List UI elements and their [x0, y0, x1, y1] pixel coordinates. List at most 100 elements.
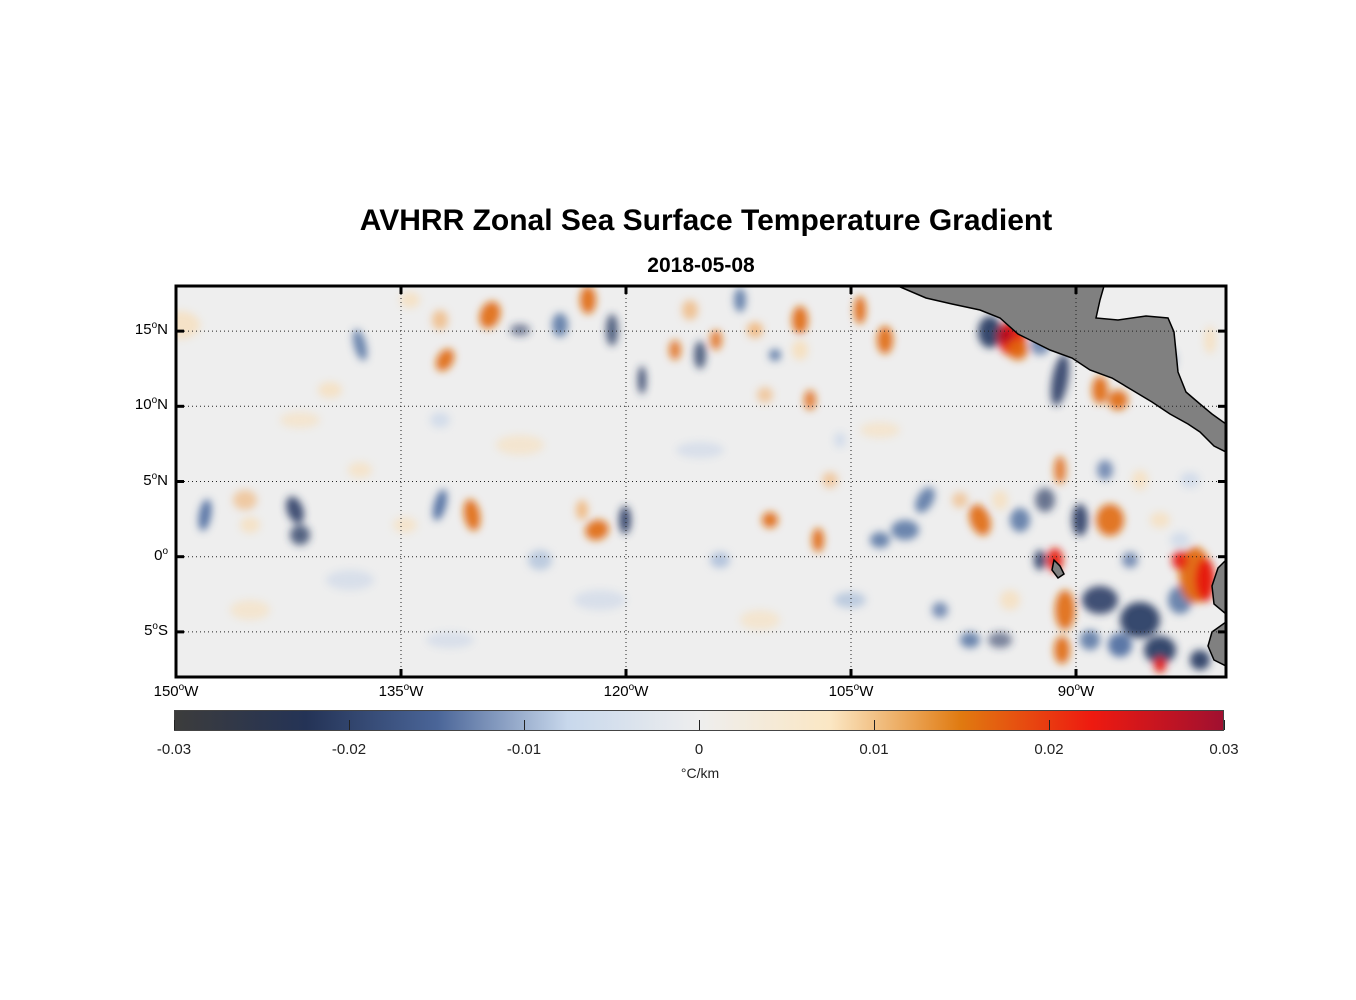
grid-lines	[175, 286, 1226, 677]
colorbar-tick-mark	[174, 720, 175, 730]
gradient-anomaly	[528, 550, 552, 570]
gradient-anomaly	[1092, 376, 1108, 404]
gradient-anomaly	[694, 341, 706, 369]
gradient-anomaly	[860, 422, 900, 438]
gradient-anomaly	[769, 349, 781, 361]
colorbar-tick-label: 0.01	[859, 741, 889, 758]
lat-label: 5oS	[144, 620, 168, 639]
gradient-anomaly	[426, 632, 474, 648]
gradient-anomaly	[240, 517, 260, 533]
gradient-anomaly	[669, 340, 681, 360]
gradient-anomaly	[576, 500, 588, 520]
gradient-anomaly	[352, 329, 368, 361]
gradient-anomaly	[479, 301, 501, 329]
gradient-anomaly	[1008, 340, 1028, 360]
colorbar-tick-label: -0.02	[331, 741, 367, 758]
gradient-anomaly	[969, 504, 991, 536]
gradient-anomaly	[747, 322, 763, 338]
colorbar-tick-mark	[1224, 720, 1225, 730]
gradient-anomaly	[619, 506, 631, 534]
gradient-anomaly	[915, 487, 935, 513]
land-masses	[897, 286, 1226, 667]
lon-label: 135oW	[378, 682, 424, 700]
gradient-anomaly	[1055, 590, 1075, 630]
gradient-anomaly	[1054, 636, 1070, 664]
gradient-anomaly	[290, 525, 310, 545]
gradient-anomaly	[804, 390, 816, 410]
gradient-anomaly	[1172, 550, 1188, 570]
colorbar-tick-label: -0.03	[156, 741, 192, 758]
gradient-anomaly	[834, 432, 846, 448]
gradient-anomaly	[1108, 390, 1128, 410]
gradient-anomaly	[286, 496, 304, 524]
colorbar-tick-label: 0.03	[1209, 741, 1239, 758]
gradient-anomaly	[676, 442, 724, 458]
gradient-anomaly	[1010, 508, 1030, 532]
gradient-anomaly	[1080, 630, 1100, 650]
land-south-america	[1211, 558, 1226, 615]
gradient-anomaly	[710, 330, 722, 350]
lat-label: 5oN	[143, 470, 168, 489]
gradient-anomaly	[198, 499, 212, 531]
land-galapagos	[1051, 558, 1065, 580]
gradient-field	[176, 286, 1216, 673]
gradient-anomaly	[1050, 354, 1070, 406]
gradient-anomaly	[822, 472, 838, 488]
gradient-anomaly	[740, 610, 780, 630]
colorbar-tick-label: 0.02	[1034, 741, 1064, 758]
gradient-anomaly	[463, 499, 481, 531]
gradient-anomaly	[757, 387, 773, 403]
gradient-anomaly	[1120, 602, 1160, 638]
gradient-anomaly	[233, 490, 257, 510]
figure-subtitle: 2018-05-08	[647, 254, 755, 277]
gradient-anomaly	[997, 327, 1013, 343]
axis-ticks	[174, 286, 1226, 677]
colorbar-units: °C/km	[680, 765, 720, 781]
gradient-anomaly	[1170, 532, 1190, 548]
gradient-anomaly	[792, 340, 808, 360]
lon-label: 120oW	[603, 682, 649, 700]
gradient-anomaly	[393, 517, 417, 533]
gradient-anomaly	[1204, 326, 1216, 354]
gradient-anomaly	[318, 382, 342, 398]
gradient-anomaly	[1097, 460, 1113, 480]
colorbar-tick-mark	[524, 720, 525, 730]
gradient-anomaly	[682, 300, 698, 320]
gradient-anomaly	[1054, 456, 1066, 484]
gradient-anomaly	[1034, 550, 1046, 570]
gradient-anomaly	[1144, 636, 1176, 664]
gradient-anomaly	[854, 296, 866, 324]
colorbar-tick-label: -0.01	[506, 741, 542, 758]
lat-label: 10oN	[134, 395, 168, 414]
colorbar-tick-mark	[874, 720, 875, 730]
gradient-anomaly	[1096, 504, 1124, 536]
gradient-anomaly	[1000, 590, 1020, 610]
gradient-anomaly	[606, 314, 618, 346]
gradient-anomaly	[1072, 504, 1088, 536]
gradient-anomaly	[952, 492, 968, 508]
gradient-anomaly	[792, 306, 808, 334]
gradient-anomaly	[280, 412, 320, 428]
colorbar-tick-mark	[1049, 720, 1050, 730]
gradient-anomaly	[1180, 472, 1200, 488]
lon-label: 90oW	[1057, 682, 1095, 700]
gradient-anomaly	[496, 435, 544, 455]
gradient-anomaly	[978, 316, 1002, 348]
gradient-anomaly	[734, 288, 746, 312]
gradient-anomaly	[400, 292, 420, 308]
gradient-anomaly	[1132, 470, 1148, 490]
gradient-anomaly	[348, 462, 372, 478]
gradient-anomaly	[326, 570, 374, 590]
gradient-anomaly	[552, 313, 568, 337]
gradient-anomaly	[988, 632, 1012, 648]
lat-label: 15oN	[134, 320, 168, 339]
gradient-anomaly	[432, 310, 448, 330]
figure-title: AVHRR Zonal Sea Surface Temperature Grad…	[359, 204, 1053, 237]
gradient-anomaly	[870, 532, 890, 548]
gradient-anomaly	[992, 490, 1008, 510]
gradient-anomaly	[1150, 512, 1170, 528]
land-central-america	[897, 286, 1226, 453]
gradient-anomaly	[230, 600, 270, 620]
gradient-anomaly	[1082, 586, 1118, 614]
